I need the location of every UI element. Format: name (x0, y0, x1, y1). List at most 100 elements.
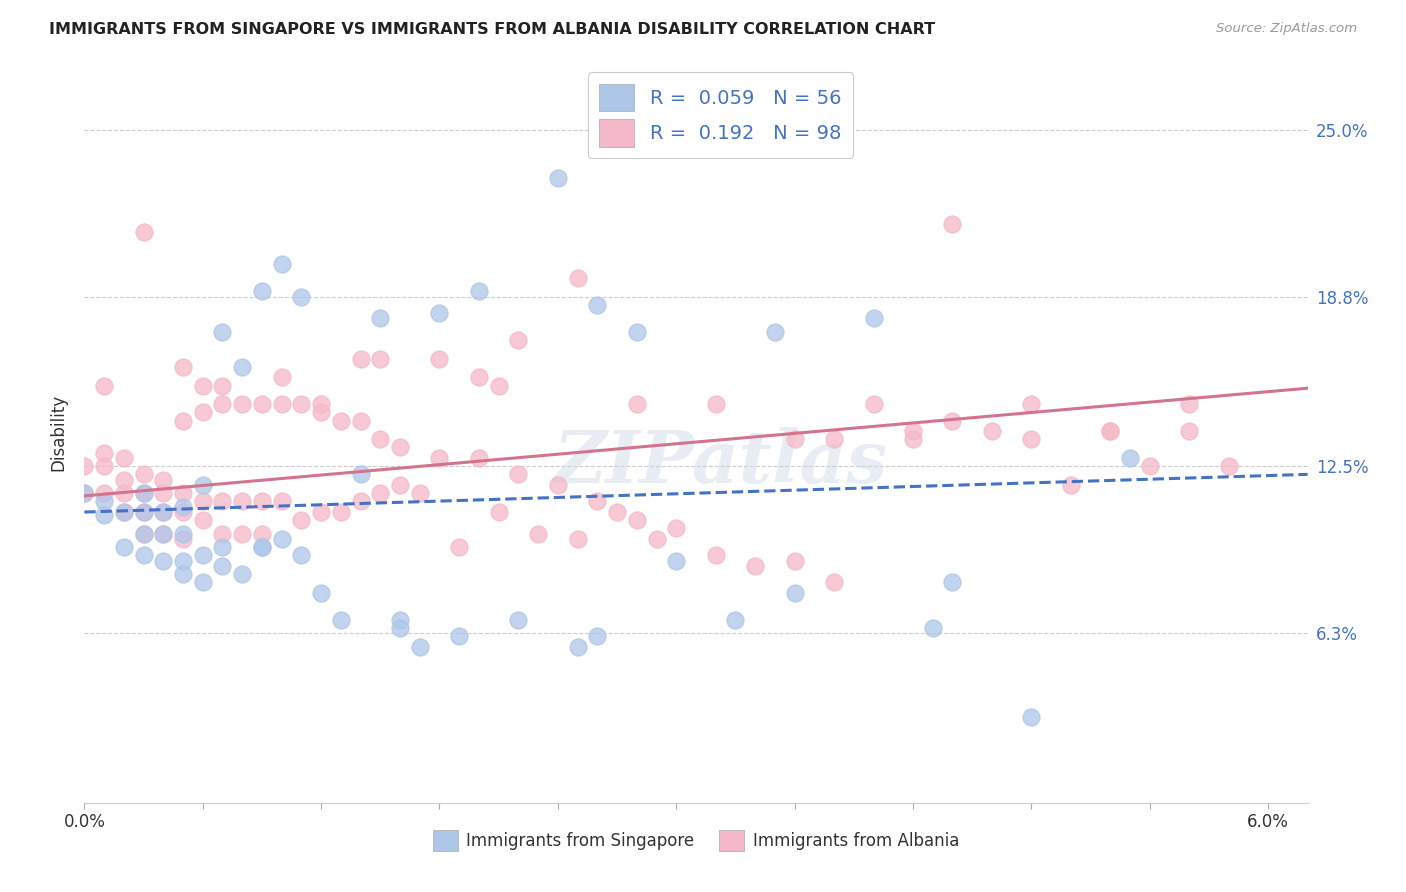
Point (132, 526, 155, 541)
Point (329, 613, 352, 627)
Point (389, 478, 412, 492)
Point (586, 629, 609, 643)
Point (93, 459, 115, 474)
Point (211, 397, 233, 411)
Point (508, 467, 530, 482)
Point (468, 370, 491, 384)
Point (862, 311, 884, 326)
Point (823, 433, 845, 447)
Point (429, 306, 451, 320)
Point (250, 285, 273, 299)
Point (763, 325, 786, 339)
Point (527, 526, 550, 541)
Point (172, 526, 194, 541)
Point (724, 613, 747, 627)
Point (250, 397, 273, 411)
Point (231, 566, 253, 581)
Point (980, 424, 1002, 438)
Point (172, 500, 194, 514)
Point (112, 473, 135, 487)
Point (567, 270, 589, 285)
Point (290, 397, 312, 411)
Point (93, 378, 115, 392)
Point (783, 586, 806, 600)
Point (468, 285, 491, 299)
Point (191, 378, 214, 392)
Point (309, 505, 332, 519)
Point (309, 405, 332, 419)
Point (132, 467, 155, 482)
Point (665, 521, 688, 535)
Point (921, 621, 943, 635)
Point (349, 413, 371, 427)
Point (1119, 451, 1142, 466)
Point (211, 378, 233, 392)
Point (626, 513, 648, 527)
Point (211, 526, 233, 541)
Point (93, 446, 115, 460)
Point (250, 540, 273, 554)
Point (172, 486, 194, 500)
Point (449, 540, 471, 554)
Point (191, 548, 214, 562)
Point (191, 478, 214, 492)
Point (132, 505, 155, 519)
Point (329, 505, 352, 519)
Point (191, 513, 214, 527)
Point (270, 532, 292, 546)
Point (112, 505, 135, 519)
Point (270, 370, 292, 384)
Point (132, 486, 155, 500)
Point (409, 640, 432, 654)
Point (468, 451, 491, 466)
Point (488, 378, 510, 392)
Point (1099, 424, 1122, 438)
Point (309, 397, 332, 411)
Point (349, 494, 371, 508)
Point (132, 526, 155, 541)
Point (191, 494, 214, 508)
Point (290, 513, 312, 527)
Point (250, 526, 273, 541)
Point (429, 351, 451, 366)
Point (1178, 397, 1201, 411)
Point (290, 290, 312, 304)
Point (152, 505, 174, 519)
Point (547, 478, 569, 492)
Point (665, 553, 688, 567)
Point (389, 621, 412, 635)
Point (191, 405, 214, 419)
Point (270, 494, 292, 508)
Point (73, 486, 96, 500)
Point (389, 441, 412, 455)
Point (567, 532, 589, 546)
Point (349, 467, 371, 482)
Point (744, 558, 766, 573)
Point (349, 351, 371, 366)
Point (508, 613, 530, 627)
Point (626, 397, 648, 411)
Point (270, 257, 292, 271)
Point (783, 433, 806, 447)
Point (132, 486, 155, 500)
Point (368, 433, 391, 447)
Point (488, 505, 510, 519)
Point (93, 494, 115, 508)
Point (368, 486, 391, 500)
Point (191, 575, 214, 590)
Point (1178, 424, 1201, 438)
Point (941, 575, 963, 590)
Point (368, 311, 391, 326)
Point (231, 494, 253, 508)
Legend: Immigrants from Singapore, Immigrants from Albania: Immigrants from Singapore, Immigrants fr… (426, 823, 966, 857)
Point (231, 526, 253, 541)
Point (112, 540, 135, 554)
Point (73, 459, 96, 474)
Point (368, 351, 391, 366)
Point (645, 532, 668, 546)
Point (449, 629, 471, 643)
Point (783, 553, 806, 567)
Point (901, 433, 924, 447)
Point (389, 613, 412, 627)
Point (862, 397, 884, 411)
